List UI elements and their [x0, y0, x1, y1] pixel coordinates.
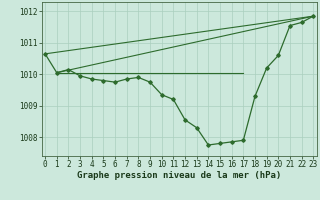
X-axis label: Graphe pression niveau de la mer (hPa): Graphe pression niveau de la mer (hPa) [77, 171, 281, 180]
